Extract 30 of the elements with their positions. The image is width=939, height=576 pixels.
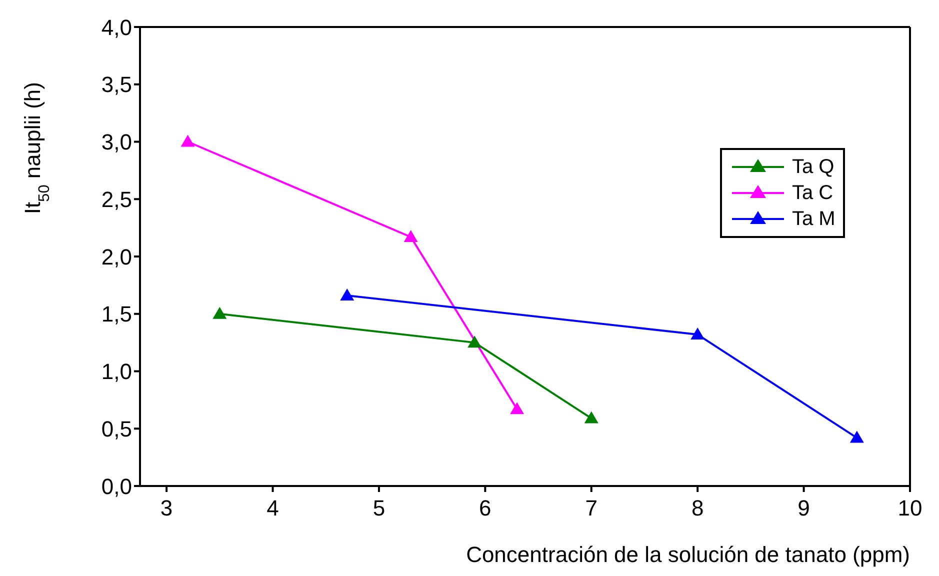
x-tick-label: 4 bbox=[266, 496, 279, 521]
y-tick-label: 0,0 bbox=[101, 474, 132, 499]
legend-label: Ta M bbox=[792, 207, 836, 232]
point bbox=[404, 230, 418, 242]
x-tick-label: 9 bbox=[798, 496, 810, 521]
x-tick-label: 3 bbox=[160, 496, 173, 521]
x-axis-title: Concentración de la solución de tanato (ppm) bbox=[466, 542, 910, 567]
x-tick-label: 7 bbox=[585, 496, 598, 521]
x-tick-label: 8 bbox=[691, 496, 704, 521]
point bbox=[510, 402, 524, 414]
point bbox=[690, 328, 705, 340]
point bbox=[468, 336, 482, 348]
y-tick-label: 0,5 bbox=[101, 416, 132, 442]
point bbox=[584, 411, 598, 424]
point bbox=[212, 306, 227, 319]
y-tick-label: 2,0 bbox=[101, 244, 132, 270]
point bbox=[340, 288, 354, 301]
y-tick-label: 3,0 bbox=[101, 130, 132, 155]
x-tick-label: 6 bbox=[479, 496, 492, 521]
legend-label: Ta C bbox=[792, 181, 834, 206]
y-tick-label: 1,5 bbox=[101, 302, 132, 327]
y-tick-label: 1,0 bbox=[101, 359, 132, 384]
y-tick-label: 2,5 bbox=[101, 186, 132, 212]
point bbox=[850, 430, 864, 443]
x-tick-label: 5 bbox=[372, 496, 386, 521]
y-tick-label: 4,0 bbox=[101, 14, 132, 40]
y-tick-label: 3,5 bbox=[101, 72, 132, 98]
point bbox=[180, 134, 195, 147]
x-tick-label: 10 bbox=[898, 496, 922, 521]
legend-label: Ta Q bbox=[792, 155, 834, 180]
